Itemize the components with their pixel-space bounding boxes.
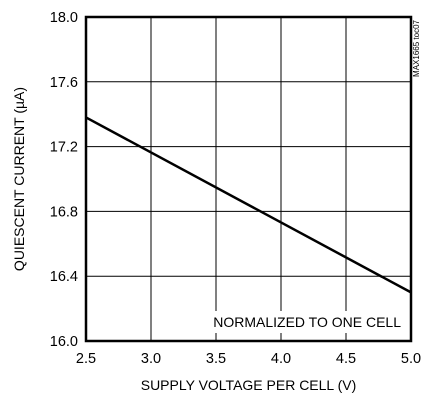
annotation-background [207,311,408,333]
y-tick-labels: 16.0 16.4 16.8 17.2 17.6 18.0 [50,10,78,350]
grid [86,17,411,341]
x-tick-label: 3.0 [141,351,161,367]
y-tick-label: 18.0 [50,10,78,26]
x-axis-label: SUPPLY VOLTAGE PER CELL (V) [141,377,357,393]
x-tick-label: 4.0 [271,351,291,367]
annotation-label: NORMALIZED TO ONE CELL [213,314,401,330]
plot-frame [84,15,413,343]
x-tick-label: 3.5 [206,351,226,367]
figure-reference-code: MAX1665 toc07 [412,19,421,76]
y-tick-label: 16.4 [50,269,78,285]
series-layer [85,116,412,294]
series-line [85,116,412,294]
y-tick-label: 16.8 [50,204,78,220]
y-tick-label: 16.0 [50,334,78,350]
x-tick-labels: 2.5 3.0 3.5 4.0 4.5 5.0 [76,351,421,367]
y-tick-label: 17.6 [50,75,78,91]
x-tick-label: 4.5 [336,351,356,367]
y-tick-label: 17.2 [50,140,78,156]
x-tick-label: 5.0 [401,351,421,367]
x-tick-label: 2.5 [76,351,96,367]
y-axis-label: QUIESCENT CURRENT (µA) [11,87,27,271]
